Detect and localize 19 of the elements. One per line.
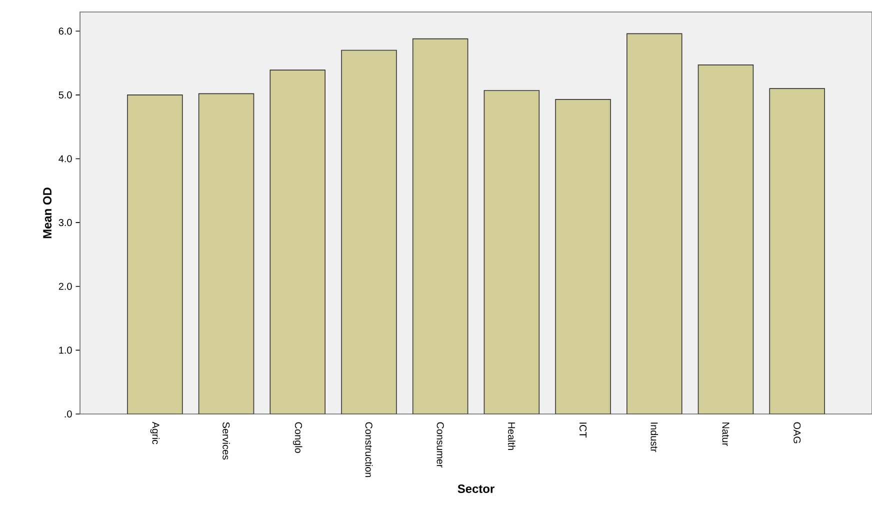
x-tick-label: Natur <box>722 422 730 446</box>
x-tick-label: Agric <box>150 422 160 444</box>
x-tick-label: Construction <box>365 422 373 478</box>
x-tick-label: Industr <box>650 422 658 452</box>
x-tick-label: Services <box>222 422 230 460</box>
y-axis-title: Mean OD <box>43 188 52 238</box>
x-tick-label: Consumer <box>436 422 444 468</box>
y-tick-label: 5.0 <box>58 91 72 98</box>
x-tick-label: ICT <box>580 422 587 438</box>
y-tick-label: 4.0 <box>58 155 72 162</box>
y-tick-label: .0 <box>64 410 72 418</box>
x-axis-title: Sector <box>458 484 494 493</box>
x-tick-label: Conglo <box>292 422 302 453</box>
x-tick-label: OAG <box>794 422 801 444</box>
y-tick-label: 3.0 <box>58 219 72 226</box>
y-tick-label: 6.0 <box>58 28 72 35</box>
y-tick-label: 1.0 <box>59 346 72 354</box>
x-tick-label: Health <box>508 422 516 450</box>
y-tick-label: 2.0 <box>58 282 72 290</box>
